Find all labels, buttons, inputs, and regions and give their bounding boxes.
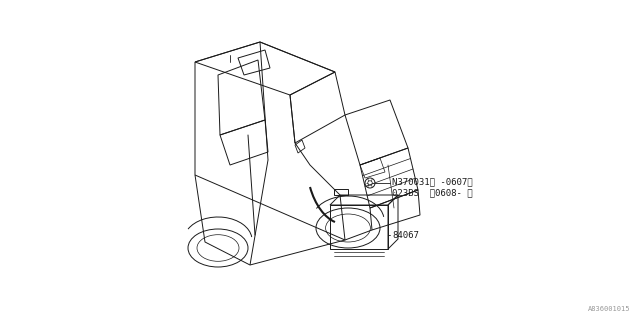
Text: 84067: 84067: [392, 231, 419, 240]
Text: 023BS  （0608- ）: 023BS （0608- ）: [392, 188, 472, 197]
Text: N370031（ -0607）: N370031（ -0607）: [392, 177, 472, 186]
Circle shape: [365, 178, 375, 188]
Text: A836001015: A836001015: [588, 306, 630, 312]
Bar: [330, 205, 388, 249]
